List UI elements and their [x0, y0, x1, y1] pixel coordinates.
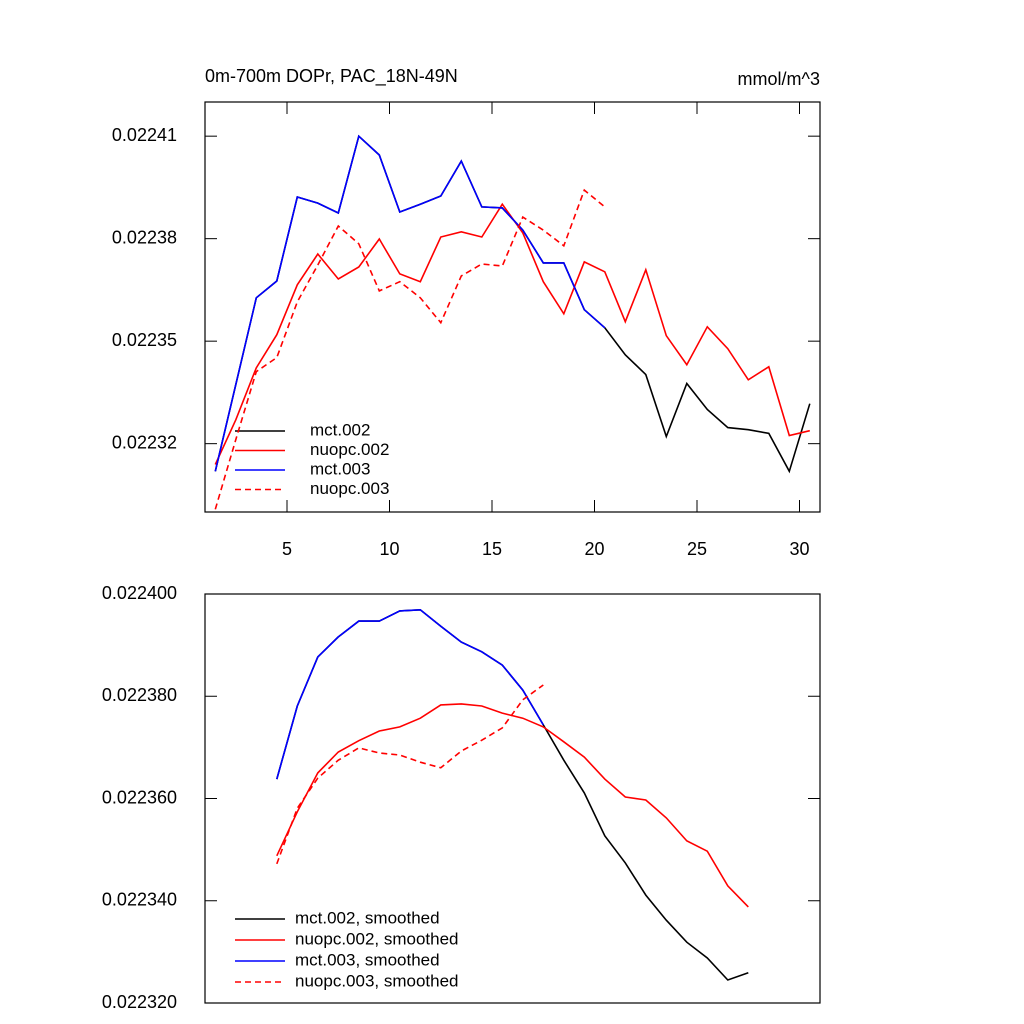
series-line	[276, 684, 544, 865]
legend-label: nuopc.003	[310, 479, 389, 498]
legend-label: mct.003	[310, 459, 370, 478]
series-line	[214, 188, 606, 510]
unit-label: mmol/m^3	[738, 69, 820, 89]
x-tick-label: 30	[789, 539, 809, 559]
series-line	[214, 134, 811, 474]
chart-title: 0m-700m DOPr, PAC_18N-49N	[205, 66, 458, 87]
x-tick-label: 5	[282, 539, 292, 559]
y-tick-label: 0.022400	[102, 583, 177, 603]
x-tick-label: 15	[482, 539, 502, 559]
series-line	[214, 134, 606, 472]
legend-label: nuopc.002, smoothed	[295, 929, 459, 948]
legend-label: mct.003, smoothed	[295, 950, 440, 969]
plot-frame	[204, 101, 821, 513]
y-tick-label: 0.02232	[112, 432, 177, 452]
y-tick-label: 0.02238	[112, 227, 177, 247]
legend-label: mct.002, smoothed	[295, 908, 440, 927]
x-tick-label: 25	[687, 539, 707, 559]
y-tick-label: 0.02241	[112, 125, 177, 145]
legend-label: nuopc.003, smoothed	[295, 971, 459, 990]
y-tick-label: 0.022320	[102, 992, 177, 1012]
series-line	[276, 608, 544, 780]
series-line	[276, 703, 749, 908]
legend-label: mct.002	[310, 420, 370, 439]
y-tick-label: 0.022340	[102, 890, 177, 910]
legend-label: nuopc.002	[310, 440, 389, 459]
x-tick-label: 10	[379, 539, 399, 559]
y-tick-label: 0.022380	[102, 685, 177, 705]
x-tick-label: 20	[584, 539, 604, 559]
y-tick-label: 0.022360	[102, 787, 177, 807]
y-tick-label: 0.02235	[112, 330, 177, 350]
